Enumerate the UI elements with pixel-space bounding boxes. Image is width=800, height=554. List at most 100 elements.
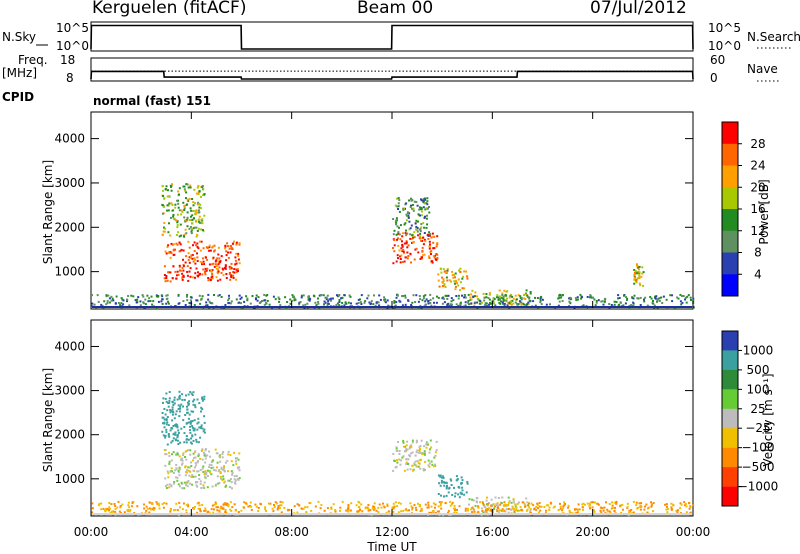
heat-cell-5	[664, 503, 667, 506]
heat-cell-1	[182, 405, 184, 408]
heat-cell-7	[314, 301, 317, 304]
nsky-left-tick-bottom: 10^0	[56, 39, 89, 53]
heat-cell-5	[670, 508, 673, 511]
heat-cell-5	[247, 505, 250, 508]
heat-cell-0	[217, 263, 220, 266]
heat-cell-0	[181, 482, 184, 485]
heat-cell-2	[415, 451, 418, 454]
heat-cell-2	[398, 449, 401, 452]
heat-cell-2	[397, 244, 400, 247]
heat-cell-2	[416, 449, 419, 452]
heat-cell-5	[199, 510, 202, 512]
heat-cell-5	[447, 511, 449, 514]
heat-cell-3	[407, 212, 410, 214]
heat-cell-5	[421, 509, 423, 512]
heat-cell-5	[567, 506, 570, 509]
heat-cell-6	[633, 273, 636, 276]
heat-cell-5	[131, 501, 134, 504]
heat-cell-6	[636, 266, 639, 269]
heat-cell-3	[458, 496, 461, 499]
heat-cell-4	[437, 273, 440, 276]
heat-cell-5	[524, 293, 527, 296]
heat-cell-5	[91, 502, 94, 505]
heat-cell-5	[640, 502, 643, 505]
heat-cell-4	[507, 511, 510, 514]
heat-cell-7	[527, 296, 529, 299]
heat-cell-7	[308, 299, 311, 302]
heat-cell-2	[433, 256, 436, 259]
heat-cell-5	[369, 509, 372, 512]
heat-cell-0	[186, 485, 189, 488]
heat-cell-5	[600, 506, 603, 509]
heat-cell-2	[412, 241, 415, 244]
heat-cell-1	[189, 429, 191, 432]
heat-cell-2	[395, 260, 398, 263]
heat-cell-7	[383, 296, 386, 299]
heat-cell-7	[272, 295, 275, 298]
heat-cell-7	[539, 300, 542, 302]
heat-cell-0	[212, 466, 215, 469]
heat-cell-0	[237, 258, 240, 261]
velocity-colorbar-tick-label: 100	[747, 382, 770, 396]
heat-cell-7	[189, 299, 192, 302]
heat-cell-1	[164, 188, 167, 191]
heat-cell-1	[200, 410, 202, 413]
heat-cell-0	[187, 449, 190, 452]
heat-cell-3	[410, 224, 413, 227]
heat-cell-7	[662, 295, 665, 298]
heat-cell-5	[119, 505, 122, 507]
heat-cell-4	[518, 501, 520, 504]
heat-cell-5	[243, 501, 246, 504]
heat-cell-0	[230, 276, 233, 279]
heat-cell-5	[517, 294, 520, 297]
heat-cell-2	[423, 445, 426, 448]
heat-cell-1	[195, 209, 198, 212]
heat-cell-7	[519, 295, 522, 298]
heat-cell-7	[298, 303, 301, 306]
heat-cell-0	[166, 279, 169, 282]
heat-cell-2	[434, 463, 437, 466]
heat-cell-7	[293, 299, 296, 302]
heat-cell-0	[216, 475, 219, 478]
heat-cell-5	[204, 509, 207, 512]
heat-cell-0	[213, 250, 215, 253]
velocity-panel-frame	[90, 319, 694, 517]
heat-cell-1	[183, 188, 186, 191]
heat-cell-5	[234, 509, 237, 512]
heat-cell-7	[324, 301, 327, 304]
heat-cell-6	[635, 279, 638, 281]
heat-cell-1	[197, 193, 200, 195]
heat-cell-7	[608, 303, 611, 305]
heat-cell-5	[504, 299, 507, 302]
heat-cell-4	[494, 496, 497, 499]
heat-cell-4	[441, 285, 444, 288]
heat-cell-1	[167, 401, 169, 404]
heat-cell-1	[176, 398, 179, 401]
heat-cell-2	[399, 463, 402, 466]
heat-cell-1	[169, 409, 172, 411]
heat-cell-7	[366, 297, 369, 300]
heat-cell-0	[214, 448, 217, 451]
heat-cell-1	[193, 398, 196, 401]
heat-cell-1	[177, 404, 180, 407]
heat-cell-1	[203, 428, 206, 431]
heat-cell-2	[405, 461, 408, 464]
heat-cell-0	[210, 276, 213, 279]
heat-cell-0	[181, 463, 183, 466]
heat-cell-2	[392, 247, 394, 249]
heat-cell-7	[132, 295, 135, 298]
heat-cell-1	[191, 222, 194, 225]
heat-cell-1	[183, 207, 186, 210]
heat-cell-7	[317, 302, 320, 305]
heat-cell-0	[194, 276, 196, 279]
heat-cell-2	[419, 467, 422, 470]
heat-cell-0	[202, 484, 205, 487]
heat-cell-4	[497, 497, 500, 499]
heat-cell-7	[228, 294, 230, 297]
heat-cell-5	[469, 296, 472, 299]
heat-cell-4	[462, 275, 465, 278]
heat-cell-1	[191, 198, 194, 200]
heat-cell-7	[387, 304, 390, 307]
heat-cell-7	[419, 304, 422, 307]
heat-cell-1	[174, 433, 177, 436]
